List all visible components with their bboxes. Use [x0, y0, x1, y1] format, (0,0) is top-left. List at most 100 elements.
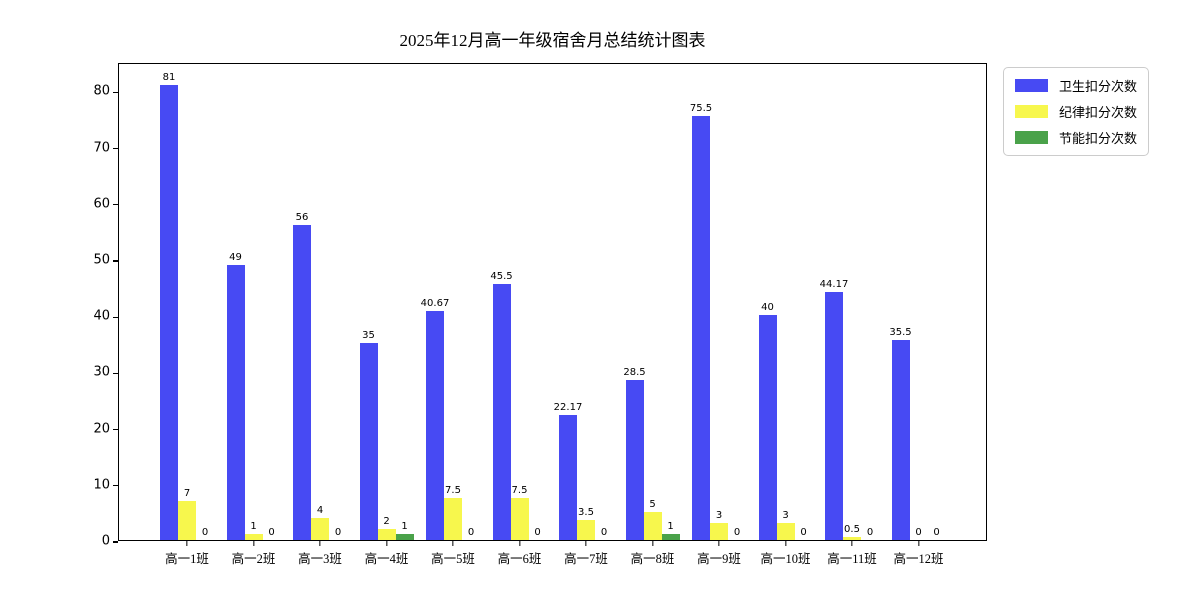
bar-卫生扣分次数-高一9班	[692, 115, 710, 540]
bar-value-label: 56	[295, 212, 309, 224]
x-tick-mark	[917, 541, 920, 546]
x-tick-mark	[186, 541, 188, 546]
bar-value-label: 0	[334, 527, 342, 538]
bar-value-label: 1	[401, 521, 408, 533]
x-tick-mark	[851, 541, 853, 546]
x-tick-label: 高一9班	[697, 552, 741, 566]
y-tick-label: 60	[93, 196, 110, 212]
x-tick-label: 高一6班	[497, 552, 542, 566]
legend-item: 纪律扣分次数	[1015, 102, 1137, 121]
legend-label: 节能扣分次数	[1059, 131, 1138, 146]
y-tick-mark	[113, 260, 118, 262]
bar-纪律扣分次数-高一3班	[311, 517, 329, 540]
y-tick-label: 80	[93, 83, 110, 99]
x-tick-mark	[385, 541, 388, 546]
x-tick-label: 高一3班	[298, 552, 342, 566]
y-tick-mark	[113, 428, 118, 431]
x-tick-label: 高一10班	[760, 552, 811, 566]
bar-纪律扣分次数-高一4班	[377, 528, 396, 540]
bar-value-label: 35	[362, 330, 375, 342]
bar-value-label: 0	[201, 527, 209, 538]
legend-item: 卫生扣分次数	[1015, 76, 1137, 95]
bar-value-label: 7.5	[511, 484, 528, 496]
y-axis-tick-labels: 0 10 20 30 40 50 60 70 80	[0, 63, 110, 549]
y-tick-label: 50	[93, 252, 110, 268]
plot-area: 高一1班 81 7 0 高一2班 49 1 0 高一3班 56 4 0 高一4班 35 2 1 高一5班 40.6…	[113, 63, 987, 566]
x-tick-label: 高一1班	[165, 552, 209, 566]
bar-value-label: 22.17	[553, 402, 583, 414]
bar-value-label: 75.5	[689, 102, 713, 114]
bar-卫生扣分次数-高一1班	[160, 84, 178, 540]
bar-节能扣分次数-高一4班	[395, 534, 414, 540]
bar-value-label: 4	[316, 504, 324, 516]
bar-卫生扣分次数-高一11班	[825, 291, 843, 540]
y-tick-label: 30	[93, 364, 110, 380]
bar-卫生扣分次数-高一10班	[758, 315, 777, 540]
x-tick-label: 高一7班	[564, 552, 608, 566]
x-tick-mark	[518, 541, 521, 546]
bar-纪律扣分次数-高一8班	[643, 511, 662, 540]
y-tick-mark	[113, 541, 118, 543]
x-tick-mark	[651, 541, 654, 546]
bar-value-label: 0	[467, 527, 475, 538]
legend-label: 纪律扣分次数	[1059, 105, 1138, 120]
bar-纪律扣分次数-高一2班	[244, 534, 263, 540]
bar-纪律扣分次数-高一6班	[510, 497, 529, 540]
bar-节能扣分次数-高一8班	[661, 534, 680, 540]
x-tick-mark	[784, 541, 787, 546]
x-tick-mark	[585, 541, 587, 546]
bar-value-label: 3.5	[578, 507, 594, 519]
bar-value-label: 44.17	[819, 278, 849, 290]
bar-卫生扣分次数-高一7班	[559, 415, 577, 540]
bar-卫生扣分次数-高一6班	[492, 284, 511, 540]
x-tick-mark	[718, 541, 720, 546]
bar-纪律扣分次数-高一11班	[843, 537, 861, 540]
bar-value-label: 45.5	[490, 271, 513, 283]
bar-value-label: 0	[600, 527, 608, 538]
bar-卫生扣分次数-高一4班	[359, 343, 378, 540]
bar-纪律扣分次数-高一10班	[776, 523, 795, 540]
y-tick-mark	[113, 91, 118, 94]
x-tick-label: 高一5班	[431, 552, 475, 566]
bar-卫生扣分次数-高一5班	[426, 311, 444, 540]
x-tick-mark	[452, 541, 454, 546]
y-tick-mark	[113, 485, 118, 487]
bar-纪律扣分次数-高一5班	[444, 497, 462, 540]
legend-color-patch	[1015, 79, 1048, 92]
y-tick-label: 70	[93, 140, 110, 156]
bar-value-label: 3	[782, 510, 789, 522]
bar-value-label: 49	[229, 251, 242, 263]
bar-value-label: 0.5	[844, 524, 860, 536]
y-tick-label: 20	[93, 421, 110, 437]
chart-title: 2025年12月高一年级宿舍月总结统计图表	[399, 31, 706, 50]
bar-value-label: 1	[250, 521, 257, 533]
x-tick-label: 高一11班	[827, 552, 877, 566]
x-tick-label: 高一8班	[630, 552, 675, 566]
x-tick-mark	[319, 541, 321, 546]
bar-value-label: 0	[933, 527, 940, 538]
bar-纪律扣分次数-高一7班	[577, 520, 595, 540]
bar-value-label: 0	[268, 527, 275, 538]
bar-value-label: 0	[534, 527, 541, 538]
bar-卫生扣分次数-高一2班	[226, 264, 245, 540]
y-tick-mark	[113, 372, 118, 375]
y-tick-mark	[113, 147, 118, 150]
bar-value-label: 2	[383, 515, 390, 527]
bar-value-label: 5	[649, 498, 656, 510]
bar-value-label: 28.5	[623, 366, 646, 378]
y-tick-mark	[113, 204, 118, 206]
bar-value-label: 7.5	[445, 484, 461, 496]
bar-value-label: 40.67	[420, 298, 450, 310]
bar-value-label: 0	[866, 527, 874, 538]
x-tick-label: 高一2班	[231, 552, 276, 566]
bar-value-label: 7	[183, 487, 191, 499]
bar-value-label: 0	[800, 527, 807, 538]
x-tick-label: 高一12班	[893, 552, 944, 566]
bar-卫生扣分次数-高一8班	[625, 379, 644, 540]
legend-color-patch	[1015, 105, 1048, 118]
y-tick-label: 10	[93, 477, 110, 493]
bar-卫生扣分次数-高一12班	[891, 340, 910, 540]
legend-label: 卫生扣分次数	[1059, 79, 1138, 94]
bar-value-label: 81	[162, 71, 176, 83]
